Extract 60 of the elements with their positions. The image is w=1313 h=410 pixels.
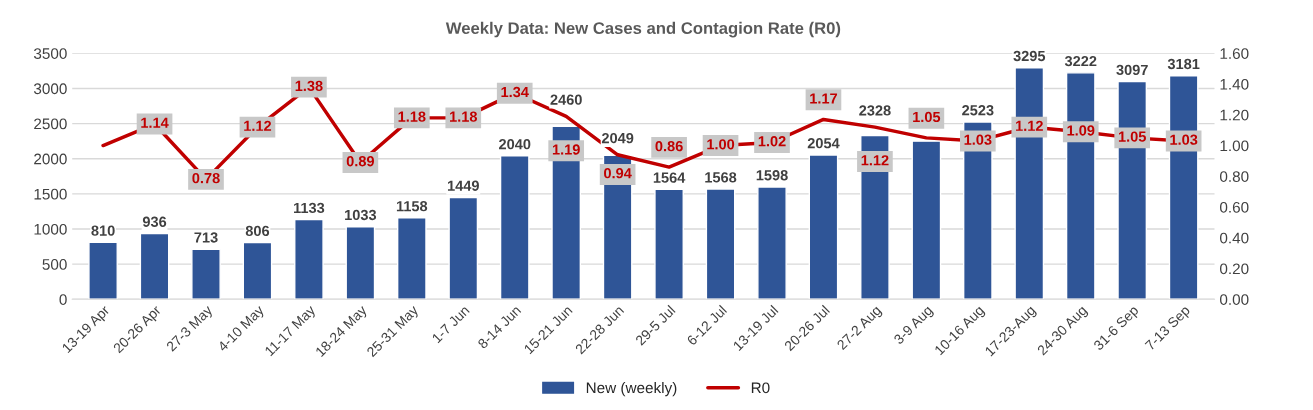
y2-tick-label: 1.40: [1220, 78, 1249, 90]
legend-label: New (weekly): [586, 382, 677, 397]
bar: [345, 225, 376, 300]
y-tick-label: 2000: [34, 153, 67, 165]
data-label: 1564: [653, 172, 686, 183]
bar: [499, 155, 530, 300]
data-label: 1.12: [861, 155, 889, 166]
data-label: 1158: [396, 201, 428, 212]
bar: [1065, 72, 1096, 300]
data-label: 1.17: [810, 93, 838, 104]
data-label: 1.05: [913, 111, 941, 123]
data-label: 2049: [601, 132, 634, 144]
y2-tick-label: 1.20: [1220, 109, 1249, 121]
y2-tick-label: 0.40: [1219, 232, 1249, 244]
legend-label: R0: [751, 382, 770, 394]
data-label: 1598: [756, 170, 788, 181]
data-label: 1133: [294, 202, 325, 214]
data-label: 2523: [962, 105, 994, 116]
data-label: 806: [245, 225, 270, 237]
bar: [1014, 67, 1045, 300]
data-label: 2040: [499, 139, 531, 150]
x-tick-label: 3-9 Aug: [893, 305, 935, 347]
y2-tick-label: 1.60: [1220, 48, 1249, 59]
y2-tick-label: 1.00: [1220, 140, 1249, 152]
data-label: 3222: [1064, 55, 1097, 67]
y-tick-label: 0: [59, 294, 67, 305]
y2-tick-label: 0.60: [1219, 201, 1249, 213]
data-label: 936: [142, 216, 167, 227]
y2-tick-label: 0.20: [1219, 263, 1249, 275]
y-tick-label: 2500: [34, 118, 67, 130]
data-label: 810: [91, 225, 115, 236]
x-tick-label: 1-7 Jun: [431, 305, 470, 344]
data-label: 1033: [345, 209, 377, 221]
y-tick-label: 3000: [33, 83, 67, 95]
bar: [1117, 80, 1148, 300]
bar: [911, 140, 942, 300]
y-tick-label: 500: [42, 259, 67, 270]
bar: [294, 218, 324, 300]
y-tick-label: 1500: [34, 188, 67, 200]
bar: [242, 241, 273, 300]
data-label: 713: [194, 232, 218, 243]
data-label: 2460: [550, 94, 582, 105]
bar: [808, 154, 839, 300]
y2-tick-label: 0.80: [1219, 171, 1249, 182]
data-label: 1449: [447, 180, 479, 191]
bar: [88, 241, 118, 300]
data-label: 3097: [1116, 64, 1148, 76]
data-label: 1.19: [552, 144, 580, 155]
chart-title: Weekly Data: New Cases and Contagion Rate (R0): [445, 21, 841, 38]
data-label: 2054: [807, 138, 840, 149]
data-label: 0.94: [604, 168, 632, 179]
data-label: 3181: [1167, 58, 1200, 70]
data-label: 3295: [1013, 50, 1046, 62]
data-label: 0.86: [655, 140, 683, 152]
data-label: 2328: [859, 105, 891, 116]
bar: [396, 217, 427, 300]
y2-tick-label: 0.00: [1219, 294, 1249, 305]
data-label: 1568: [705, 172, 737, 183]
y-tick-label: 3500: [33, 48, 67, 59]
y-tick-label: 1000: [34, 223, 67, 235]
